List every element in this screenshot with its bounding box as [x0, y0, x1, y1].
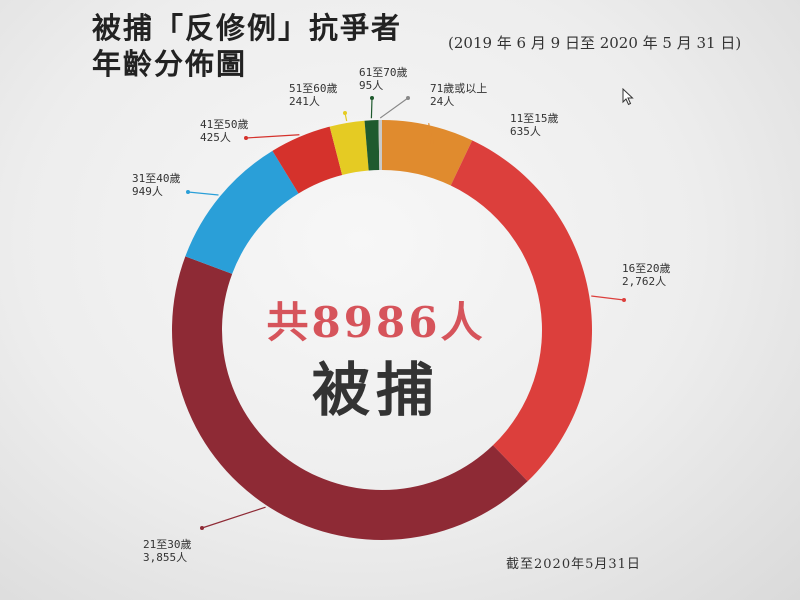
arrested-label: 被捕 — [312, 356, 440, 424]
slice-value-label: 949人 — [132, 185, 163, 198]
leader-dot-6 — [343, 111, 347, 115]
mouse-cursor-icon — [622, 88, 634, 106]
slice-value-label: 95人 — [359, 79, 383, 92]
leader-line-8 — [379, 97, 409, 119]
leader-dot-8 — [406, 96, 410, 100]
slice-category-label: 11至15歲 — [510, 111, 559, 125]
slice-3 — [171, 256, 528, 541]
slice-value-label: 635人 — [510, 125, 541, 138]
leader-dot-7 — [370, 96, 374, 100]
slice-5 — [272, 126, 343, 194]
as-of-date: 截至2020年5月31日 — [506, 557, 641, 572]
leader-line-2 — [591, 295, 625, 301]
title-line-1: 被捕「反修例」抗爭者 — [92, 11, 403, 45]
chart-title: 被捕「反修例」抗爭者 年齡分佈圖 — [92, 10, 402, 82]
slice-7 — [364, 120, 380, 171]
slice-category-label: 31至40歲 — [132, 171, 181, 185]
leader-line-7 — [370, 97, 373, 119]
slice-category-label: 16至20歲 — [622, 261, 671, 275]
date-range: (2019 年 6 月 9 日至 2020 年 5 月 31 日) — [448, 34, 742, 52]
slice-6 — [329, 120, 369, 176]
slice-category-label: 51至60歲 — [289, 81, 338, 95]
slice-value-label: 241人 — [289, 95, 320, 108]
slice-category-label: 41至50歲 — [200, 117, 249, 131]
slice-category-label: 71歲或以上 — [430, 81, 487, 95]
slice-value-label: 24人 — [430, 95, 454, 108]
leader-dot-3 — [200, 526, 204, 530]
leader-dot-2 — [622, 298, 626, 302]
donut-slices — [171, 120, 593, 541]
total-count: 共8986人 — [267, 298, 486, 347]
slice-2 — [450, 140, 593, 482]
leader-line-3 — [201, 506, 266, 529]
slice-8 — [378, 120, 382, 171]
slice-value-label: 2,762人 — [622, 275, 666, 288]
leader-lines — [186, 96, 626, 530]
leader-line-5 — [245, 134, 300, 139]
leader-dot-4 — [186, 190, 190, 194]
title-line-2: 年齡分佈圖 — [92, 47, 248, 81]
slice-value-label: 3,855人 — [143, 551, 187, 564]
slice-category-label: 21至30歲 — [143, 537, 192, 551]
leader-dot-5 — [244, 136, 248, 140]
leader-line-4 — [187, 191, 219, 196]
slice-category-label: 61至70歲 — [359, 65, 408, 79]
slice-4 — [185, 150, 299, 274]
slice-1 — [382, 120, 473, 186]
leader-dot-1 — [430, 140, 434, 144]
slice-value-label: 425人 — [200, 131, 231, 144]
leader-line-1 — [428, 123, 433, 143]
